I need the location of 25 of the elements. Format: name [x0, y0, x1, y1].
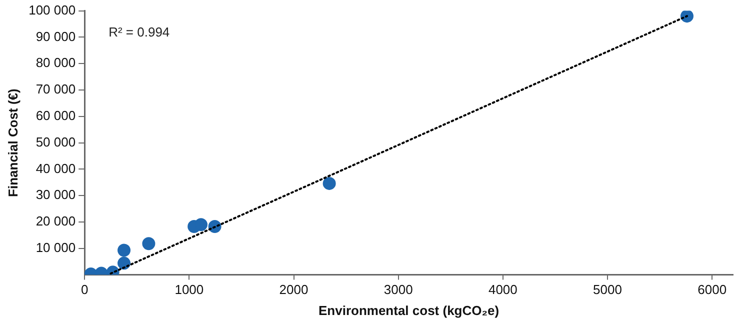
point — [142, 237, 156, 250]
x-tick-label: 0 — [80, 282, 88, 298]
y-tick-label: 10 000 — [36, 240, 76, 255]
y-tick-label: 50 000 — [36, 134, 76, 150]
x-tick-label: 4000 — [488, 282, 518, 298]
y-tick-label: 20 000 — [36, 214, 76, 229]
y-tick-label: 70 000 — [36, 82, 76, 97]
annotation: R² = 0.994 — [108, 24, 170, 40]
x-tick-label: 5000 — [593, 282, 622, 298]
y-tick-label: 40 000 — [36, 160, 76, 176]
x-tick-label: 3000 — [384, 282, 413, 298]
x-tick-label: 6000 — [698, 282, 727, 298]
point — [680, 10, 694, 23]
y-tick-label: 60 000 — [36, 108, 76, 123]
y-tick-label: 30 000 — [36, 187, 76, 202]
y-tick-label: 80 000 — [36, 55, 76, 70]
x-tick-label: 2000 — [279, 282, 308, 298]
point — [118, 244, 131, 257]
x-axis-title: Environmental cost (kgCO₂e) — [318, 302, 500, 318]
y-tick-label: 90 000 — [36, 28, 76, 44]
x-tick-label: 1000 — [174, 282, 204, 298]
point — [194, 218, 208, 232]
y-tick-label: 100 000 — [28, 2, 76, 18]
point — [322, 176, 336, 190]
y-axis-title: Financial Cost (€) — [5, 88, 20, 197]
